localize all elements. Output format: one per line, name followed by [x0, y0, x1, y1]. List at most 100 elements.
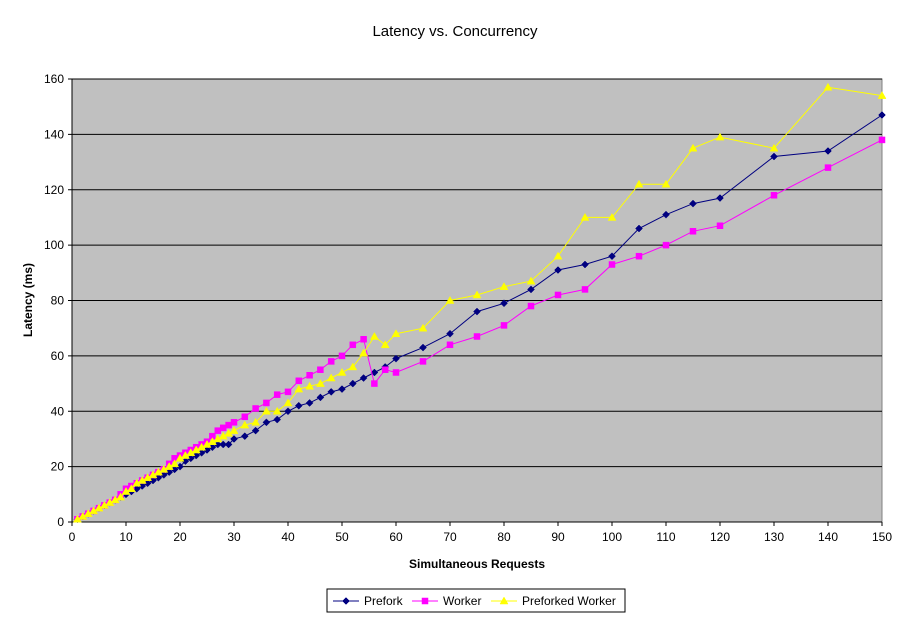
data-point-worker: [295, 377, 303, 385]
legend-box: [326, 588, 626, 613]
data-point-preforked-worker: [272, 406, 282, 415]
legend-item-preforked-worker: Preforked Worker: [491, 594, 616, 608]
data-point-prefork: [370, 368, 379, 377]
data-point-prefork: [824, 147, 832, 155]
data-point-prefork: [527, 285, 535, 294]
data-point-prefork: [262, 418, 271, 427]
data-point-preforked-worker: [688, 143, 698, 152]
data-point-preforked-worker: [634, 179, 644, 188]
data-point-preforked-worker: [580, 212, 590, 221]
series-preforked-worker: [72, 82, 887, 523]
data-point-worker: [824, 164, 832, 171]
x-tick-label: 70: [443, 530, 457, 544]
y-axis-title: Latency (ms): [21, 263, 35, 337]
y-tick-label: 160: [44, 72, 64, 86]
data-point-preforked-worker: [116, 492, 126, 501]
data-point-prefork: [392, 354, 400, 363]
data-point-preforked-worker: [283, 398, 293, 407]
data-point-prefork: [554, 266, 562, 274]
data-point-worker: [716, 222, 724, 229]
data-point-worker: [225, 421, 232, 429]
data-point-prefork: [338, 385, 346, 393]
data-point-worker: [252, 405, 259, 412]
data-point-preforked-worker: [261, 406, 271, 415]
data-point-prefork: [608, 252, 616, 261]
data-point-prefork: [230, 435, 238, 443]
data-point-prefork: [689, 199, 697, 208]
data-point-preforked-worker: [240, 420, 250, 429]
data-point-preforked-worker: [229, 426, 239, 434]
x-tick-label: 80: [497, 530, 511, 544]
y-tick-label: 40: [51, 404, 65, 418]
data-point-prefork: [419, 343, 427, 352]
data-point-worker: [419, 358, 427, 365]
data-point-worker: [770, 192, 778, 199]
data-point-worker: [608, 261, 616, 268]
data-point-prefork: [716, 194, 724, 202]
data-point-preforked-worker: [251, 417, 261, 426]
y-tick-label: 100: [44, 238, 64, 252]
data-point-worker: [371, 380, 378, 387]
data-point-worker: [241, 413, 249, 421]
data-point-prefork: [348, 379, 357, 388]
data-point-preforked-worker: [391, 329, 401, 337]
data-point-preforked-worker: [445, 295, 455, 304]
legend-label: Worker: [443, 594, 481, 608]
y-tick-label: 120: [44, 183, 64, 197]
legend-swatch-marker: [499, 596, 509, 605]
y-tick-label: 80: [51, 294, 65, 308]
legend-item-prefork: Prefork: [333, 594, 404, 608]
data-point-preforked-worker: [418, 323, 428, 332]
data-point-prefork: [473, 307, 481, 316]
data-point-prefork: [305, 399, 314, 407]
x-tick-label: 130: [764, 530, 784, 544]
data-point-prefork: [316, 393, 325, 402]
y-tick-label: 20: [51, 460, 65, 474]
data-point-prefork: [662, 210, 670, 219]
legend-swatch-marker: [421, 597, 429, 605]
data-point-worker: [554, 291, 562, 299]
data-point-prefork: [224, 440, 233, 449]
x-tick-label: 150: [872, 530, 892, 544]
data-point-prefork: [273, 415, 282, 424]
data-point-preforked-worker: [369, 331, 379, 340]
x-tick-label: 50: [335, 530, 349, 544]
data-point-worker: [689, 228, 697, 235]
data-point-worker: [214, 427, 222, 434]
data-point-prefork: [240, 432, 249, 441]
x-tick-label: 140: [818, 530, 838, 544]
data-point-worker: [581, 286, 589, 293]
data-point-preforked-worker: [823, 82, 833, 91]
data-point-prefork: [635, 224, 643, 233]
data-point-worker: [381, 366, 389, 373]
legend-label: Preforked Worker: [522, 594, 616, 608]
chart-title: Latency vs. Concurrency: [372, 23, 538, 40]
data-point-worker: [230, 419, 238, 426]
data-point-worker: [338, 352, 346, 360]
x-axis-ticks: 0 10 20 30 40 50 60 70 80 90 100 110 120 130 140 150: [69, 522, 892, 544]
data-point-worker: [473, 333, 481, 340]
x-tick-label: 110: [656, 530, 675, 544]
data-point-preforked-worker: [769, 143, 779, 152]
data-point-preforked-worker: [348, 362, 358, 371]
x-tick-label: 0: [69, 530, 76, 544]
y-axis-ticks: 0 20 40 60 80 100 120 140 160: [44, 72, 72, 529]
data-point-worker: [284, 388, 292, 396]
data-point-prefork: [219, 440, 228, 449]
y-tick-label: 140: [44, 127, 64, 141]
data-point-worker: [219, 424, 227, 432]
x-tick-label: 100: [602, 530, 622, 544]
data-point-prefork: [284, 407, 292, 416]
data-point-preforked-worker: [294, 384, 304, 393]
data-point-prefork: [251, 426, 260, 435]
data-point-prefork: [359, 374, 368, 382]
data-point-worker: [635, 252, 643, 260]
x-tick-label: 40: [281, 530, 295, 544]
data-point-worker: [327, 358, 335, 365]
data-point-worker: [446, 341, 454, 349]
data-point-worker: [500, 322, 508, 329]
data-point-preforked-worker: [661, 179, 671, 188]
data-point-preforked-worker: [877, 91, 887, 99]
